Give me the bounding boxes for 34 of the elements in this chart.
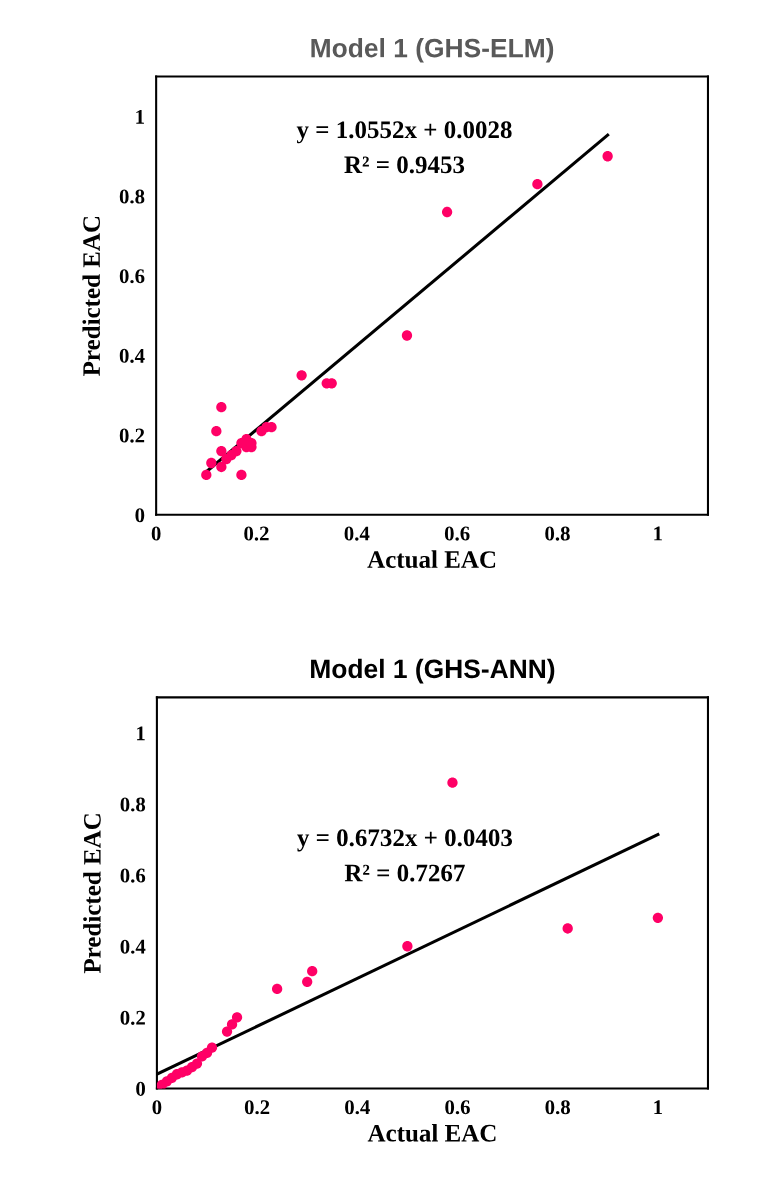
x-tick-label: 0.8: [545, 1100, 571, 1115]
y-tick-label: 0.2: [120, 1010, 145, 1025]
x-tick-label: 0.4: [345, 1100, 370, 1115]
x-tick-label: 1: [654, 1100, 663, 1115]
annotation: y = 1.0552x + 0.0028: [296, 121, 512, 144]
y-tick-label: 1: [137, 726, 145, 741]
y-tick-label: 0.8: [119, 189, 145, 204]
chart-title: Model 1 (GHS-ELM): [311, 38, 554, 63]
y-tick-label: 0.6: [120, 868, 146, 883]
y-axis-title: Predicted EAC: [83, 814, 101, 974]
annotation: R² = 0.9453: [344, 156, 465, 174]
x-tick-label: 1: [654, 526, 662, 541]
y-tick-label: 0: [135, 508, 145, 523]
chart-title: Model 1 (GHS-ANN): [311, 658, 555, 684]
x-tick-label: 0.6: [444, 526, 470, 541]
y-tick-label: 0.8: [120, 797, 146, 812]
y-tick-label: 0: [136, 1081, 145, 1096]
x-axis-title: Actual EAC: [367, 550, 496, 568]
y-tick-label: 0.2: [119, 428, 145, 443]
y-tick-label: 0.4: [119, 348, 145, 363]
annotation: R² = 0.7267: [344, 864, 465, 882]
x-tick-label: 0.4: [344, 526, 370, 541]
x-axis-title: Actual EAC: [367, 1124, 496, 1142]
y-axis-title: Predicted EAC: [82, 216, 101, 376]
x-tick-label: 0.6: [445, 1100, 470, 1115]
y-tick-label: 0.6: [119, 269, 145, 284]
y-tick-label: 1: [136, 109, 144, 124]
annotation: y = 0.6732x + 0.0403: [297, 829, 513, 852]
x-tick-label: 0.2: [244, 1100, 270, 1115]
y-tick-label: 0.4: [120, 939, 146, 954]
x-tick-label: 0.8: [545, 526, 570, 541]
x-tick-label: 0: [151, 526, 161, 541]
x-tick-label: 0.2: [244, 526, 269, 541]
x-tick-label: 0: [152, 1100, 162, 1115]
